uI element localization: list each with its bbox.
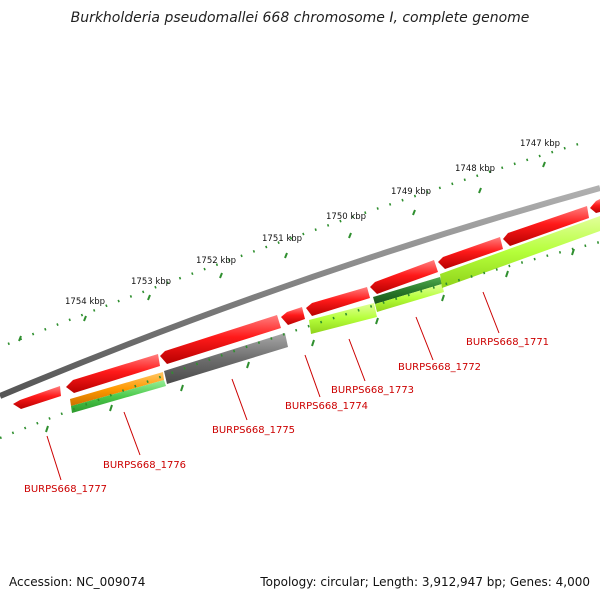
scale-ticks-inner: [0, 240, 600, 440]
major-tick: [505, 270, 509, 278]
gene-arrow[interactable]: [503, 206, 589, 246]
scale-label-1747: 1747 kbp: [520, 139, 560, 149]
gene-arrow[interactable]: [370, 260, 438, 294]
scale-label-1750: 1750 kbp: [326, 212, 366, 222]
major-tick: [311, 339, 315, 347]
gene-bar-dark-green[interactable]: [373, 277, 442, 304]
gene-bar-lime[interactable]: [375, 284, 444, 312]
scale-label-1751: 1751 kbp: [262, 234, 302, 244]
leader-line: [46, 435, 62, 481]
scale-label-1753: 1753 kbp: [131, 277, 171, 287]
major-tick: [219, 272, 223, 279]
major-tick: [284, 252, 288, 259]
major-tick: [542, 161, 546, 168]
gene-bar-gray[interactable]: [164, 333, 288, 384]
scale-dots-outer: [7, 140, 586, 346]
major-tick: [571, 248, 575, 256]
scale-label-1754: 1754 kbp: [65, 297, 105, 307]
gene-bar-green[interactable]: [71, 380, 166, 413]
gene-bar-orange[interactable]: [70, 372, 164, 406]
major-tick: [109, 404, 113, 412]
leader-line: [482, 291, 500, 334]
forward-strand-genes: [13, 199, 600, 409]
gene-arrow[interactable]: [66, 354, 160, 393]
gene-bar-lime[interactable]: [440, 216, 600, 288]
gene-label-1773[interactable]: BURPS668_1773: [331, 385, 414, 396]
major-tick: [375, 317, 379, 325]
major-tick: [478, 187, 482, 194]
gene-arrow[interactable]: [13, 386, 61, 409]
gene-label-1775[interactable]: BURPS668_1775: [212, 425, 295, 436]
scale-label-1749: 1749 kbp: [391, 187, 431, 197]
leader-line: [348, 338, 366, 382]
gene-label-1774[interactable]: BURPS668_1774: [285, 401, 368, 412]
accession-text: Accession: NC_009074: [9, 575, 146, 589]
leader-line: [123, 411, 141, 456]
leader-line: [415, 316, 434, 361]
major-tick: [18, 335, 22, 342]
major-tick: [83, 315, 87, 322]
major-tick: [441, 294, 445, 302]
major-tick: [180, 384, 184, 392]
major-tick: [246, 361, 250, 369]
gene-bar-lime[interactable]: [309, 303, 377, 334]
gene-arrow[interactable]: [160, 315, 281, 364]
map-title: Burkholderia pseudomallei 668 chromosome…: [71, 10, 530, 26]
chromosome-backbone: [0, 185, 600, 399]
genome-summary-text: Topology: circular; Length: 3,912,947 bp…: [260, 575, 590, 589]
reverse-strand-genes: [70, 216, 600, 413]
gene-label-1777[interactable]: BURPS668_1777: [24, 484, 107, 495]
gene-arrow[interactable]: [438, 237, 503, 269]
major-tick: [147, 294, 151, 301]
label-leader-lines: [46, 291, 500, 481]
leader-line: [304, 354, 321, 398]
leader-line: [231, 378, 248, 421]
scale-ticks-outer: [7, 140, 586, 346]
gene-arrow[interactable]: [306, 287, 370, 316]
gene-label-1771[interactable]: BURPS668_1771: [466, 337, 549, 348]
gene-arrow[interactable]: [281, 307, 305, 325]
scale-label-1752: 1752 kbp: [196, 256, 236, 266]
gene-label-1776[interactable]: BURPS668_1776: [103, 460, 186, 471]
major-tick: [45, 425, 49, 433]
gene-label-1772[interactable]: BURPS668_1772: [398, 362, 481, 373]
major-tick: [412, 209, 416, 216]
scale-labels: 1754 kbp 1753 kbp 1752 kbp 1751 kbp 1750…: [65, 139, 560, 307]
scale-label-1748: 1748 kbp: [455, 164, 495, 174]
gene-arrow[interactable]: [590, 199, 600, 213]
major-tick: [348, 232, 352, 239]
gene-labels: BURPS668_1777 BURPS668_1776 BURPS668_177…: [24, 337, 549, 495]
